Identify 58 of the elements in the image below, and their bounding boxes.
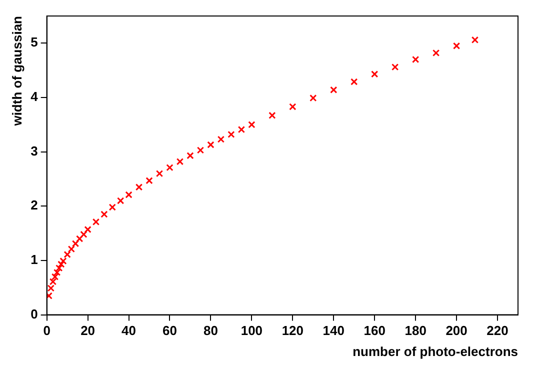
point <box>452 42 460 50</box>
x-tick-label: 140 <box>322 323 344 338</box>
point <box>58 260 65 268</box>
point <box>68 245 75 253</box>
point <box>392 63 399 71</box>
point <box>268 112 276 119</box>
point <box>432 49 440 57</box>
point <box>156 170 164 178</box>
point <box>289 103 296 110</box>
point <box>371 70 378 78</box>
x-tick-label: 20 <box>80 323 96 338</box>
point <box>100 210 108 218</box>
point <box>72 240 80 248</box>
point <box>217 136 225 143</box>
point <box>350 78 358 86</box>
point <box>84 226 92 234</box>
x-tick-label: 80 <box>203 323 218 338</box>
point <box>207 141 214 148</box>
point <box>117 197 124 204</box>
point <box>238 126 246 134</box>
x-tick-label: 120 <box>282 323 304 338</box>
y-tick-label: 1 <box>30 252 38 268</box>
point <box>310 94 317 102</box>
point <box>60 257 67 265</box>
y-tick-label: 3 <box>30 143 38 158</box>
point <box>176 158 184 166</box>
point <box>56 264 63 272</box>
point <box>146 177 153 184</box>
x-tick-label: 0 <box>43 323 50 338</box>
point <box>53 268 61 276</box>
x-tick-label: 200 <box>446 323 468 338</box>
y-tick-label: 5 <box>30 34 38 50</box>
point <box>471 36 479 44</box>
x-tick-label: 180 <box>404 323 426 338</box>
y-axis-title: width of gaussian <box>9 16 24 127</box>
x-tick-label: 160 <box>364 323 386 338</box>
point <box>80 230 88 238</box>
x-tick-label: 100 <box>240 323 263 338</box>
y-tick-label: 2 <box>30 198 38 213</box>
point <box>125 191 132 198</box>
x-tick-label: 60 <box>162 323 177 338</box>
point <box>166 164 174 172</box>
point <box>196 146 204 154</box>
point <box>108 204 116 211</box>
point <box>186 152 194 160</box>
point <box>330 86 338 94</box>
point <box>248 121 256 128</box>
point <box>412 56 420 64</box>
point <box>64 250 71 258</box>
y-tick-label: 4 <box>30 89 39 104</box>
x-tick-label: 220 <box>486 323 508 338</box>
point <box>92 218 100 226</box>
y-tick-label: 0 <box>30 306 38 322</box>
point <box>76 235 84 242</box>
point <box>228 130 235 138</box>
x-tick-label: 40 <box>122 323 136 338</box>
x-axis-title: number of photo-electrons <box>352 344 518 359</box>
point <box>135 184 143 191</box>
